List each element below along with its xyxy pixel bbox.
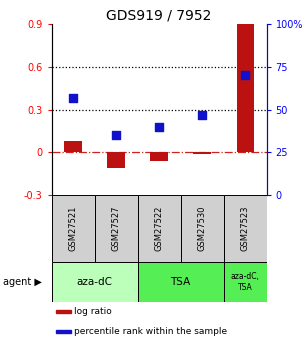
Point bbox=[243, 73, 248, 78]
Bar bbox=[181, 195, 224, 262]
Bar bbox=[95, 195, 138, 262]
Text: agent ▶: agent ▶ bbox=[3, 277, 42, 287]
Point bbox=[114, 132, 118, 138]
Text: log ratio: log ratio bbox=[74, 307, 112, 316]
Text: GSM27522: GSM27522 bbox=[155, 206, 164, 251]
Bar bbox=[224, 195, 267, 262]
Bar bbox=[138, 195, 181, 262]
Text: GSM27527: GSM27527 bbox=[112, 206, 121, 252]
Point bbox=[157, 124, 161, 129]
Text: percentile rank within the sample: percentile rank within the sample bbox=[74, 327, 227, 336]
Text: aza-dC,
TSA: aza-dC, TSA bbox=[231, 272, 260, 292]
Title: GDS919 / 7952: GDS919 / 7952 bbox=[106, 9, 212, 23]
Bar bbox=[52, 262, 138, 302]
Text: TSA: TSA bbox=[171, 277, 191, 287]
Bar bbox=[237, 24, 254, 152]
Bar bbox=[194, 152, 211, 154]
Bar bbox=[108, 152, 125, 168]
Bar bbox=[151, 152, 168, 161]
Bar bbox=[52, 195, 95, 262]
Bar bbox=[56, 330, 71, 333]
Text: GSM27521: GSM27521 bbox=[68, 206, 78, 251]
Point bbox=[200, 112, 205, 118]
Text: GSM27530: GSM27530 bbox=[198, 206, 207, 252]
Bar bbox=[65, 141, 82, 152]
Bar bbox=[138, 262, 224, 302]
Bar bbox=[224, 262, 267, 302]
Text: aza-dC: aza-dC bbox=[77, 277, 112, 287]
Text: GSM27523: GSM27523 bbox=[241, 206, 250, 252]
Point bbox=[71, 95, 75, 100]
Bar bbox=[56, 310, 71, 313]
